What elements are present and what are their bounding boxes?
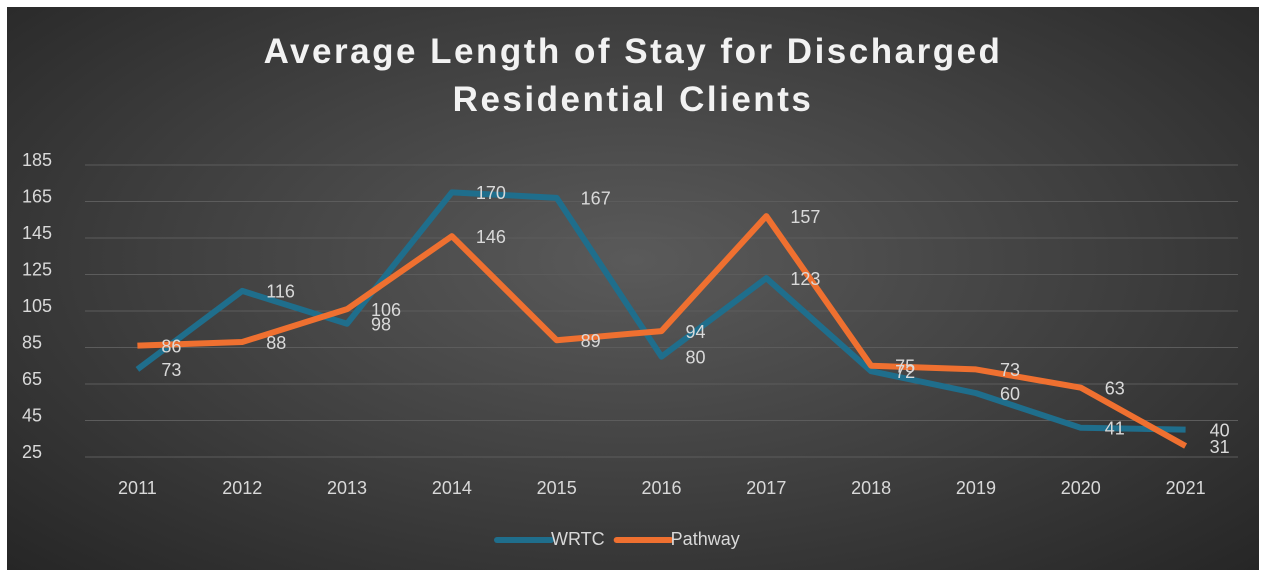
data-label: 75 — [895, 357, 915, 377]
y-tick-label: 165 — [22, 186, 52, 206]
data-label: 106 — [371, 300, 401, 320]
data-label: 73 — [1000, 360, 1020, 380]
data-label: 40 — [1210, 420, 1230, 440]
chart-title: Average Length of Stay for Discharged Re… — [263, 32, 1003, 119]
data-label: 31 — [1210, 437, 1230, 457]
data-label: 89 — [581, 331, 601, 351]
data-label: 157 — [790, 207, 820, 227]
x-tick-label: 2021 — [1166, 478, 1206, 498]
x-tick-label: 2014 — [432, 478, 472, 498]
line-series — [135, 189, 1186, 433]
x-tick-label: 2016 — [641, 478, 681, 498]
y-tick-label: 25 — [22, 442, 42, 462]
y-tick-label: 105 — [22, 296, 52, 316]
data-label: 41 — [1105, 419, 1125, 439]
y-tick-label: 45 — [22, 405, 42, 425]
chart-background — [7, 7, 1259, 570]
y-tick-label: 145 — [22, 223, 52, 243]
data-label: 63 — [1105, 378, 1125, 398]
x-tick-label: 2017 — [746, 478, 786, 498]
x-tick-label: 2015 — [537, 478, 577, 498]
data-label: 73 — [161, 360, 181, 380]
data-label: 170 — [476, 183, 506, 203]
x-tick-label: 2012 — [222, 478, 262, 498]
x-tick-label: 2011 — [118, 478, 157, 498]
data-label: 80 — [686, 347, 706, 367]
legend-label: WRTC — [551, 529, 605, 549]
data-label: 123 — [790, 269, 820, 289]
data-label: 72 — [895, 362, 915, 382]
y-tick-label: 65 — [22, 369, 42, 389]
legend-label: Pathway — [671, 529, 740, 549]
data-label: 167 — [581, 189, 611, 209]
line-series — [137, 213, 1188, 449]
x-tick-label: 2020 — [1061, 478, 1101, 498]
x-tick-label: 2013 — [327, 478, 367, 498]
y-tick-label: 85 — [22, 332, 42, 352]
x-tick-label: 2018 — [851, 478, 891, 498]
data-label: 94 — [686, 322, 706, 342]
data-label: 116 — [266, 282, 295, 302]
y-tick-label: 125 — [22, 259, 52, 279]
y-tick-label: 185 — [22, 150, 52, 170]
x-tick-label: 2019 — [956, 478, 996, 498]
data-label: 98 — [371, 315, 391, 335]
data-label: 60 — [1000, 384, 1020, 404]
data-label: 88 — [266, 333, 286, 353]
data-label: 86 — [161, 336, 181, 356]
data-label: 146 — [476, 227, 506, 247]
